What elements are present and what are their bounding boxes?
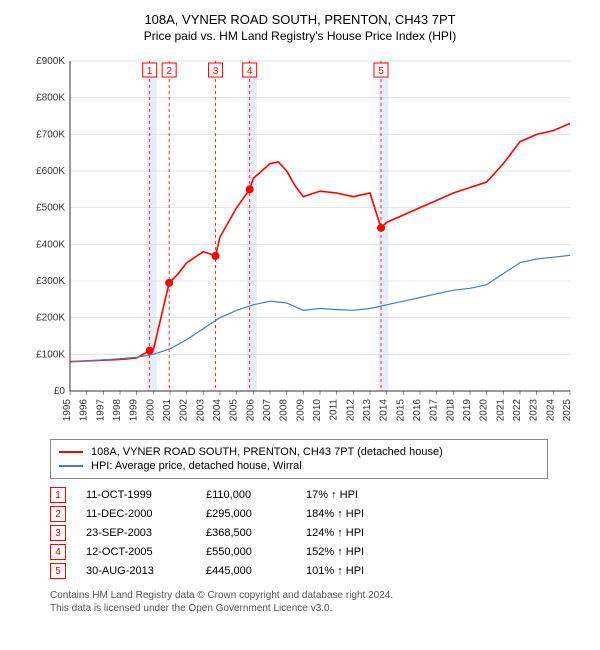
transaction-number: 3 [50,525,66,541]
transaction-price: £368,500 [206,527,306,539]
svg-text:£200K: £200K [36,313,65,324]
svg-text:£100K: £100K [36,349,65,360]
svg-text:£300K: £300K [36,276,65,287]
transaction-row: 5 30-AUG-2013£445,000101% ↑ HPI [50,563,590,579]
transaction-number: 1 [50,487,66,503]
transaction-pct: 124% ↑ HPI [306,527,406,539]
svg-text:4: 4 [247,66,253,77]
svg-text:2014: 2014 [379,399,390,422]
svg-text:2005: 2005 [229,399,240,422]
svg-text:3: 3 [213,66,219,77]
transaction-date: 11-OCT-1999 [86,489,206,501]
transaction-number: 2 [50,506,66,522]
transaction-price: £295,000 [206,508,306,520]
svg-text:1999: 1999 [129,399,140,422]
transaction-price: £445,000 [206,565,306,577]
legend-swatch [59,451,83,453]
svg-text:2006: 2006 [245,399,256,422]
legend: 108A, VYNER ROAD SOUTH, PRENTON, CH43 7P… [50,439,548,479]
svg-text:2001: 2001 [162,399,173,422]
svg-text:2003: 2003 [195,399,206,422]
transaction-pct: 184% ↑ HPI [306,508,406,520]
legend-item: HPI: Average price, detached house, Wirr… [59,460,539,472]
svg-text:2018: 2018 [445,399,456,422]
svg-text:2008: 2008 [279,399,290,422]
svg-text:£900K: £900K [36,56,65,67]
svg-text:£600K: £600K [36,166,65,177]
svg-text:2007: 2007 [262,399,273,422]
legend-item: 108A, VYNER ROAD SOUTH, PRENTON, CH43 7P… [59,446,539,458]
svg-text:2017: 2017 [429,399,440,422]
legend-label: HPI: Average price, detached house, Wirr… [91,460,302,472]
transaction-date: 12-OCT-2005 [86,546,206,558]
chart-subtitle: Price paid vs. HM Land Registry's House … [10,29,590,43]
svg-text:£400K: £400K [36,239,65,250]
svg-text:£800K: £800K [36,93,65,104]
svg-text:2: 2 [166,66,172,77]
transaction-price: £550,000 [206,546,306,558]
transaction-pct: 17% ↑ HPI [306,489,406,501]
svg-text:2015: 2015 [395,399,406,422]
svg-text:1995: 1995 [62,399,73,422]
transaction-number: 4 [50,544,66,560]
svg-text:2004: 2004 [212,399,223,422]
transaction-number: 5 [50,563,66,579]
transaction-price: £110,000 [206,489,306,501]
transactions-table: 1 11-OCT-1999£110,00017% ↑ HPI 2 11-DEC-200… [50,487,590,579]
svg-text:2012: 2012 [345,399,356,422]
footer-attribution: Contains HM Land Registry data © Crown c… [50,589,590,615]
transaction-row: 3 23-SEP-2003£368,500124% ↑ HPI [50,525,590,541]
svg-text:2025: 2025 [562,399,573,422]
legend-swatch [59,465,83,467]
svg-text:2019: 2019 [462,399,473,422]
svg-text:2021: 2021 [495,399,506,422]
transaction-row: 2 11-DEC-2000£295,000184% ↑ HPI [50,506,590,522]
line-chart: £0 £100K £200K £300K £400K £500K £600K £700K £80… [20,51,580,431]
svg-text:2011: 2011 [329,399,340,421]
svg-text:2022: 2022 [512,399,523,422]
footer-line1: Contains HM Land Registry data © Crown c… [50,589,590,602]
svg-text:2013: 2013 [362,399,373,422]
transaction-date: 30-AUG-2013 [86,565,206,577]
transaction-date: 11-DEC-2000 [86,508,206,520]
chart-title: 108A, VYNER ROAD SOUTH, PRENTON, CH43 7P… [10,12,590,27]
transaction-pct: 101% ↑ HPI [306,565,406,577]
svg-text:2009: 2009 [295,399,306,422]
svg-text:1: 1 [147,66,153,77]
transaction-row: 1 11-OCT-1999£110,00017% ↑ HPI [50,487,590,503]
svg-text:£0: £0 [54,386,66,397]
svg-text:2020: 2020 [479,399,490,422]
svg-text:2023: 2023 [529,399,540,422]
svg-text:2016: 2016 [412,399,423,422]
svg-text:£700K: £700K [36,129,65,140]
svg-text:£500K: £500K [36,203,65,214]
svg-text:2024: 2024 [545,399,556,422]
svg-text:2002: 2002 [179,399,190,422]
chart-container: £0 £100K £200K £300K £400K £500K £600K £700K £80… [20,51,580,431]
svg-text:1997: 1997 [95,399,106,422]
footer-line2: This data is licensed under the Open Gov… [50,602,590,615]
svg-text:1996: 1996 [79,399,90,422]
svg-text:5: 5 [378,66,384,77]
svg-text:2000: 2000 [145,399,156,422]
svg-text:1998: 1998 [112,399,123,422]
transaction-pct: 152% ↑ HPI [306,546,406,558]
svg-text:2010: 2010 [312,399,323,422]
legend-label: 108A, VYNER ROAD SOUTH, PRENTON, CH43 7P… [91,446,443,458]
transaction-date: 23-SEP-2003 [86,527,206,539]
transaction-row: 4 12-OCT-2005£550,000152% ↑ HPI [50,544,590,560]
